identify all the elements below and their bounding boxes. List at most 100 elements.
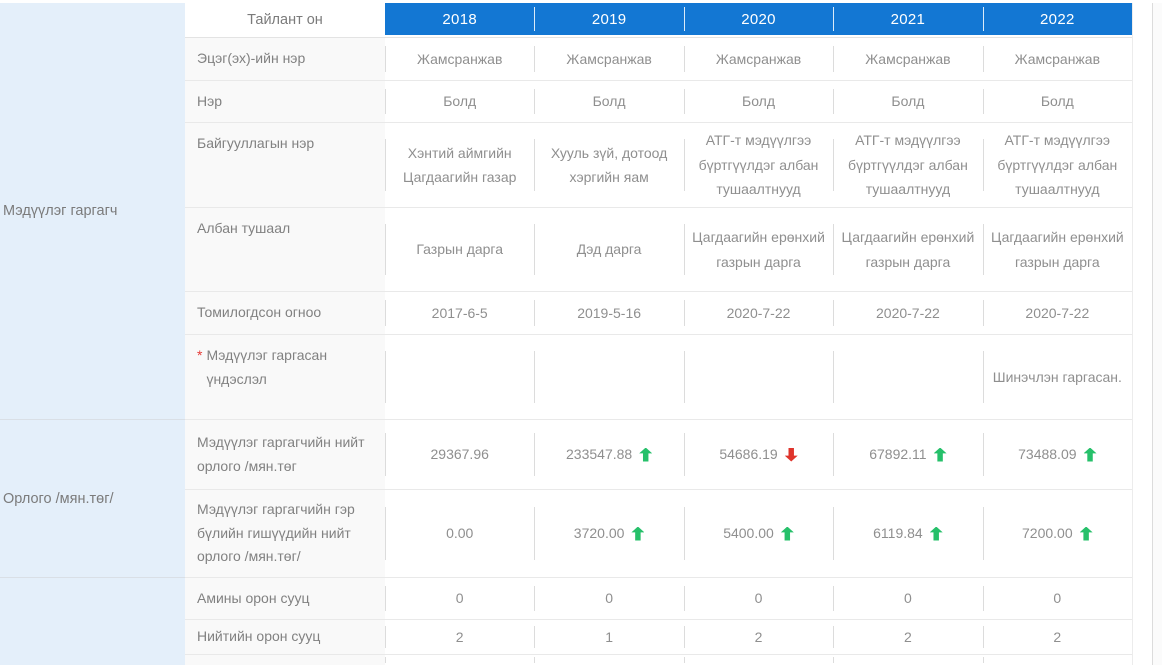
value-cell: Жамсранжав [683, 38, 833, 80]
value-cell: Болд [982, 81, 1132, 122]
cell-value: 73488.09 [1018, 446, 1077, 463]
row-cells: 29367.96 233547.88 54686.19 67892.11 73488.0… [385, 420, 1132, 489]
required-asterisk-icon: * [197, 347, 203, 363]
value-cell: 3720.00 [534, 490, 683, 577]
cell-value: АТГ-т мэдүүлгээ бүртгүүлдэг албан тушаал… [997, 132, 1118, 198]
value-cell [683, 335, 833, 419]
value-cell: Жамсранжав [982, 38, 1132, 80]
value-cell [534, 335, 683, 419]
value-cell [385, 655, 534, 665]
group-next [0, 578, 185, 665]
group-income: Орлого /мян.төг/ [0, 420, 185, 578]
cell-value: АТГ-т мэдүүлгээ бүртгүүлдэг албан тушаал… [848, 132, 968, 198]
value-cell: АТГ-т мэдүүлгээ бүртгүүлдэг албан тушаал… [683, 123, 833, 207]
row-label: Мэдүүлэг гаргагчийн нийт орлого /мян.төг [185, 420, 385, 489]
table-row: Мэдүүлэг гаргагчийн нийт орлого /мян.төг… [185, 420, 1132, 490]
value-cell: 2 [385, 620, 534, 654]
cell-value: 0 [1053, 590, 1062, 607]
value-cell: 2017-6-5 [385, 292, 534, 334]
value-cell: Болд [683, 81, 833, 122]
cell-value: 0 [605, 590, 613, 607]
value-cell: Болд [385, 81, 534, 122]
trend-down-icon [784, 447, 798, 462]
group-label: Орлого /мян.төг/ [3, 490, 114, 507]
row-label: Амины орон сууц [185, 578, 385, 619]
year-header-cell: 2020 [683, 3, 833, 35]
cell-value: Болд [891, 93, 925, 110]
value-cell: 2019-5-16 [534, 292, 683, 334]
top-margin [0, 0, 1162, 3]
cell-value: 0 [754, 590, 763, 607]
value-cell: 29367.96 [385, 420, 534, 489]
group-label: Мэдүүлэг гаргагч [3, 203, 118, 219]
trend-up-icon [639, 447, 653, 462]
value-cell [833, 335, 982, 419]
cell-value: 67892.11 [869, 446, 927, 463]
value-cell: Цагдаагийн ерөнхий газрын дарга [982, 208, 1132, 291]
cell-value: Цагдаагийн ерөнхий газрын дарга [990, 229, 1124, 270]
cell-value: 0 [904, 590, 912, 607]
value-cell: 0 [385, 578, 534, 619]
value-cell: Цагдаагийн ерөнхий газрын дарга [683, 208, 833, 291]
cell-value: 0 [455, 590, 464, 607]
value-cell [385, 335, 534, 419]
cell-value: 7200.00 [1022, 525, 1073, 542]
value-cell [833, 655, 982, 665]
cell-value: 1 [605, 628, 613, 645]
value-cell: Дэд дарга [534, 208, 683, 291]
cell-value: Хууль зүй, дотоод хэргийн яам [550, 144, 668, 186]
row-cells: Хэнтий аймгийн Цагдаагийн газар Хууль зүй… [385, 123, 1132, 207]
year-header-cell: 2018 [442, 10, 477, 28]
value-cell: 1 [534, 620, 683, 654]
row-cells: 0.00 3720.00 5400.00 6119.84 7200.00 [385, 490, 1132, 577]
table-row: Мэдүүлэг гаргагчийн гэр бүлийн гишүүдийн… [185, 490, 1132, 578]
row-group-column: Мэдүүлэг гаргагч Орлого /мян.төг/ [0, 3, 185, 665]
value-cell: 0 [982, 578, 1132, 619]
report-year-label: Тайлант он [185, 3, 385, 37]
cell-value: Болд [1040, 93, 1074, 110]
cell-value: Шинэчлэн гаргасан. [992, 368, 1122, 385]
cell-value: Болд [443, 93, 477, 110]
value-cell [534, 655, 683, 665]
trend-up-icon [631, 526, 645, 541]
table-row: Амины орон сууц 0 0 0 0 0 [185, 578, 1132, 620]
cell-value: Дэд дарга [576, 241, 642, 258]
cell-value: Жамсранжав [566, 50, 652, 67]
trend-up-icon [933, 447, 947, 462]
value-cell: 0 [683, 578, 833, 619]
cell-value: 2020-7-22 [876, 304, 940, 321]
value-cell: 67892.11 [833, 420, 982, 489]
table-row: Томилогдсон огноо 2017-6-5 2019-5-16 2020-7… [185, 292, 1132, 335]
row-cells: Болд Болд Болд Болд Болд [385, 81, 1132, 122]
value-cell: АТГ-т мэдүүлгээ бүртгүүлдэг албан тушаал… [982, 123, 1132, 207]
value-cell: 0.00 [385, 490, 534, 577]
cell-value: 2017-6-5 [431, 304, 488, 321]
value-cell: Шинэчлэн гаргасан. [982, 335, 1132, 419]
value-cell: Жамсранжав [534, 38, 683, 80]
row-cells [385, 655, 1132, 665]
value-cell: Болд [833, 81, 982, 122]
value-cell: 7200.00 [982, 490, 1132, 577]
table-body: Мэдүүлэг гаргагч Орлого /мян.төг/ Тайлан… [0, 3, 1162, 665]
row-label: Мэдүүлэг гаргагчийн гэр бүлийн гишүүдийн… [185, 490, 385, 577]
cell-value: Хэнтий аймгийн Цагдаагийн газар [402, 144, 517, 186]
cell-value: 5400.00 [723, 525, 774, 542]
row-cells: Жамсранжав Жамсранжав Жамсранжав Жамсранжав… [385, 38, 1132, 80]
value-cell: Болд [534, 81, 683, 122]
cell-value: 2 [455, 628, 464, 645]
row-label: * Мэдүүлэг гаргасан үндэслэл [185, 335, 385, 419]
cell-value: Газрын дарга [416, 241, 504, 258]
value-cell: 73488.09 [982, 420, 1132, 489]
row-cells: 2 1 2 2 2 [385, 620, 1132, 654]
cell-value: 29367.96 [430, 446, 489, 463]
value-cell: 2 [683, 620, 833, 654]
cell-value: 2 [904, 628, 912, 645]
row-label: Нэр [185, 81, 385, 122]
table-row: Нийтийн орон сууц 2 1 2 2 2 [185, 620, 1132, 655]
table-row: Нэр Болд Болд Болд Болд Болд [185, 81, 1132, 123]
year-header-cell: 2022 [982, 3, 1132, 35]
cell-value: Жамсранжав [1014, 50, 1101, 67]
cell-value: 0.00 [446, 525, 474, 542]
value-cell [982, 655, 1132, 665]
